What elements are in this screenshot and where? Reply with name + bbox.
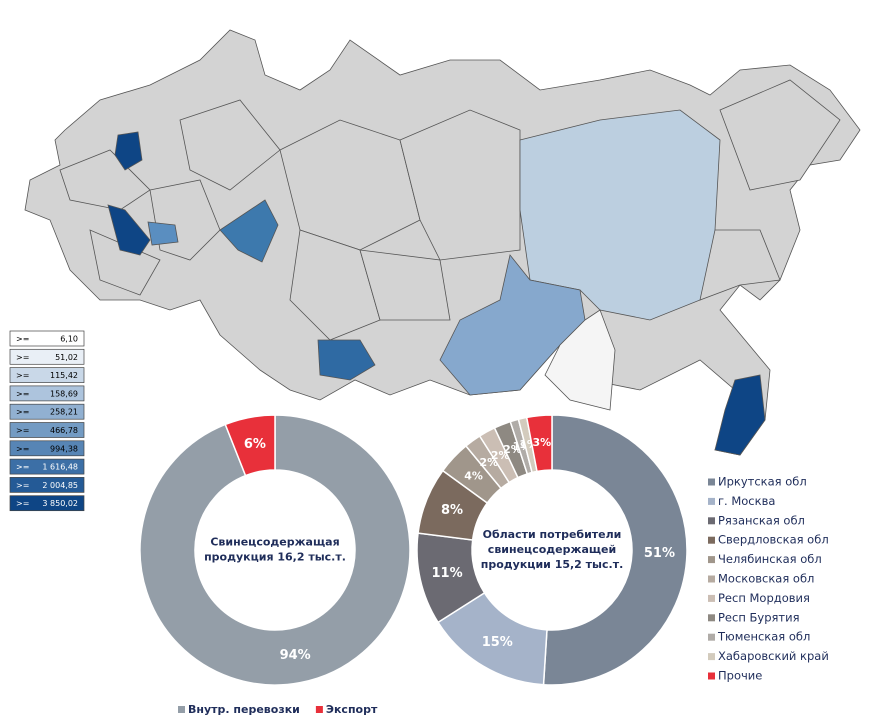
legend-box: [9, 458, 85, 475]
legend-label: Московская обл: [718, 572, 814, 586]
map-region-irkutsk: [439, 254, 586, 396]
data-label: 2%: [503, 443, 522, 456]
data-label: 15%: [482, 635, 513, 650]
legend-box: [9, 385, 85, 402]
map-region-yakutia: [519, 109, 721, 321]
legend-box: [9, 495, 85, 512]
legend-swatch: [708, 478, 715, 486]
map-region-altai: [317, 339, 376, 381]
data-label: 2%: [479, 456, 498, 469]
legend-threshold: 115,42: [50, 371, 78, 380]
legend-swatch: [708, 517, 715, 525]
legend-label: Внутр. перевозки: [188, 703, 300, 716]
data-label: 11%: [432, 566, 463, 581]
legend-threshold: 3 850,02: [42, 499, 78, 508]
legend-prefix: >=: [16, 353, 29, 362]
map-region-orenburg: [219, 199, 279, 263]
map: [24, 29, 861, 456]
legend-threshold: 2 004,85: [42, 481, 78, 490]
legend-swatch: [708, 633, 715, 641]
map-region: [59, 149, 151, 211]
legend-label: Иркутская обл: [718, 475, 807, 489]
legend-box: [9, 422, 85, 438]
legend-threshold: 51,02: [55, 353, 78, 362]
legend-swatch: [708, 614, 715, 622]
chart-title: продукция 16,2 тыс.т.: [204, 551, 346, 564]
legend-prefix: >=: [16, 463, 29, 472]
legend-swatch: [708, 556, 715, 564]
map-region-amur: [544, 309, 616, 411]
legend-label: Челябинская обл: [718, 552, 822, 566]
data-label: 8%: [441, 503, 463, 518]
map-region-saratov: [107, 204, 151, 256]
legend-swatch: [178, 706, 185, 713]
legend-prefix: >=: [16, 335, 29, 344]
legend-box: [9, 440, 85, 457]
data-label: 51%: [644, 546, 675, 561]
legend-label: Прочие: [718, 669, 762, 683]
legend-prefix: >=: [16, 389, 29, 398]
legend-prefix: >=: [16, 481, 29, 490]
legend-swatch: [708, 672, 715, 680]
legend-label: Рязанская обл: [718, 513, 805, 527]
legend-prefix: >=: [16, 426, 29, 435]
legend-label: Респ Бурятия: [718, 610, 800, 624]
map-region: [289, 229, 381, 341]
map-region: [179, 99, 281, 191]
legend-threshold: 1 616,48: [42, 463, 78, 472]
legend-threshold: 158,69: [50, 389, 78, 398]
donut-slice: [139, 414, 411, 686]
legend-threshold: 994,38: [50, 444, 78, 453]
legend-label: Респ Мордовия: [718, 591, 810, 605]
map-region-primorye: [714, 374, 766, 456]
legend-threshold: 6,10: [60, 335, 78, 344]
legend-swatch: [708, 536, 715, 544]
legend-threshold: 258,21: [50, 408, 78, 417]
donut-slice: [224, 414, 276, 477]
legend-swatch: [708, 653, 715, 661]
chart-title: свинецсодержащей: [488, 543, 616, 556]
chart-title: Свинецсодержащая: [210, 536, 339, 549]
legend-label: Тюменская обл: [717, 630, 810, 644]
data-label: 2%: [491, 449, 510, 462]
donut-slice: [525, 414, 553, 473]
map-region: [719, 79, 841, 191]
data-label: 4%: [464, 469, 483, 482]
legend-label: Свердловская обл: [718, 533, 829, 547]
legend-prefix: >=: [16, 499, 29, 508]
legend-prefix: >=: [16, 408, 29, 417]
chart-title: Области потребители: [483, 528, 622, 541]
donut-slice: [542, 414, 688, 686]
legend-threshold: 466,78: [50, 426, 78, 435]
legend-label: г. Москва: [718, 494, 775, 508]
charts: 94% 6% Свинецсодержащая продукция 16,2 тыс.…: [139, 414, 829, 716]
map-region: [399, 109, 521, 261]
map-legend: >= 6,10 >= 51,02 >= 115,42 >= 158,69 >= 258,21 >= 4…: [9, 330, 85, 512]
legend-box: [9, 477, 85, 493]
legend-swatch: [708, 497, 715, 505]
legend-swatch: [708, 575, 715, 583]
map-region: [359, 249, 451, 321]
chart-title: продукции 15,2 тыс.т.: [481, 558, 624, 571]
map-region-samara: [147, 221, 179, 246]
legend-box: [9, 403, 85, 420]
legend-label: Хабаровский край: [718, 649, 829, 663]
legend-box: [9, 348, 85, 365]
map-region-moscow: [114, 131, 143, 171]
legend-prefix: >=: [16, 444, 29, 453]
legend-prefix: >=: [16, 371, 29, 380]
legend-box: [9, 367, 85, 383]
legend-label: Экспорт: [326, 703, 378, 716]
data-label: 6%: [244, 437, 266, 452]
legend-swatch: [315, 706, 323, 713]
legend-swatch: [708, 594, 715, 602]
legend-box: [9, 330, 85, 347]
data-label: 3%: [533, 436, 552, 449]
data-label: 94%: [280, 648, 311, 663]
